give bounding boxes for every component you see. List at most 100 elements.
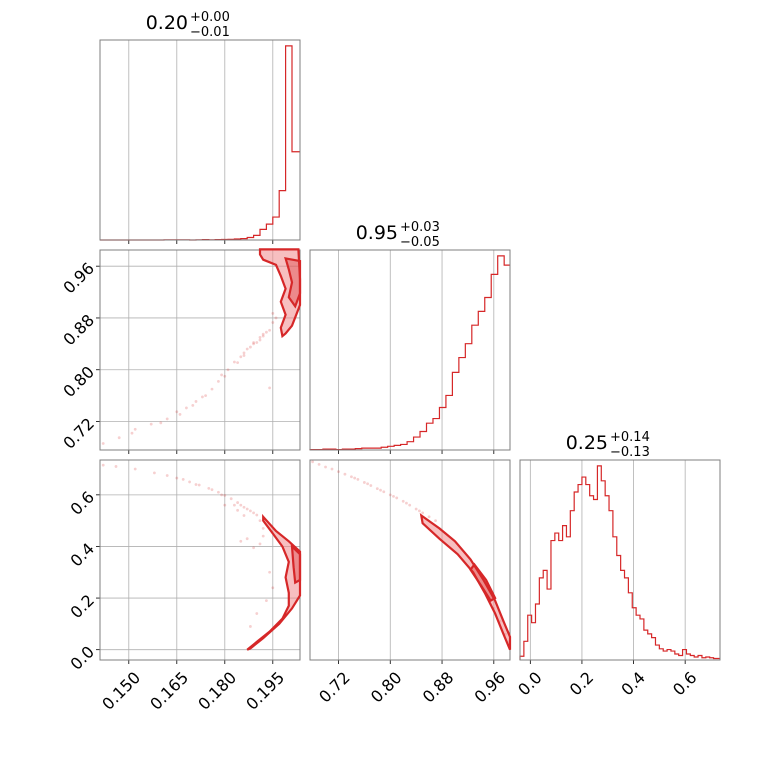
param-title-value: 0.20 bbox=[146, 12, 188, 34]
sample-point bbox=[233, 503, 236, 507]
sample-point bbox=[210, 488, 214, 492]
sample-point bbox=[217, 379, 220, 383]
sample-point bbox=[153, 471, 156, 475]
x-tick-label: 0.72 bbox=[315, 668, 354, 707]
sample-point bbox=[101, 442, 105, 445]
sample-point bbox=[258, 542, 262, 546]
sample-point bbox=[133, 427, 137, 431]
sample-point bbox=[268, 328, 271, 332]
sample-point bbox=[242, 354, 246, 357]
param-title-value: 0.95 bbox=[356, 222, 398, 244]
sample-point bbox=[210, 387, 214, 391]
sample-point bbox=[130, 431, 134, 435]
sample-point bbox=[258, 519, 262, 523]
x-tick-label: 0.88 bbox=[419, 668, 458, 707]
sample-point bbox=[434, 519, 437, 523]
x-tick-label: 0.4 bbox=[617, 668, 648, 699]
sample-point bbox=[369, 484, 373, 487]
panel-frame bbox=[99, 249, 301, 451]
density-contour-inner bbox=[469, 562, 497, 603]
scatter-panel-0 bbox=[96, 248, 302, 454]
sample-point bbox=[242, 505, 246, 509]
sample-point bbox=[149, 422, 153, 426]
sample-point bbox=[249, 345, 252, 349]
sample-point bbox=[175, 476, 179, 480]
sample-point bbox=[265, 599, 268, 603]
sample-point bbox=[245, 537, 249, 541]
x-tick-label: 0.2 bbox=[566, 668, 597, 699]
sample-point bbox=[226, 368, 230, 372]
scatter-panel-1 bbox=[96, 459, 302, 664]
density-contour-outer bbox=[419, 513, 512, 651]
sample-point bbox=[181, 477, 185, 481]
sample-point bbox=[401, 499, 405, 503]
sample-point bbox=[249, 625, 252, 628]
sample-point bbox=[223, 503, 227, 507]
sample-point bbox=[133, 467, 137, 471]
sample-point bbox=[324, 465, 327, 469]
sample-point bbox=[185, 406, 188, 410]
panel-frame bbox=[519, 459, 721, 661]
sample-point bbox=[405, 501, 408, 505]
sample-point bbox=[159, 421, 163, 425]
y-tick-label: 0.72 bbox=[59, 414, 98, 453]
sample-point bbox=[268, 570, 271, 574]
sample-point bbox=[350, 475, 353, 479]
sample-point bbox=[343, 472, 347, 476]
param-title-value: 0.25 bbox=[566, 432, 608, 454]
sample-point bbox=[337, 470, 340, 474]
sample-point bbox=[268, 386, 271, 390]
sample-point bbox=[242, 514, 246, 517]
sample-point bbox=[165, 417, 169, 421]
histogram-step bbox=[519, 465, 720, 660]
density-contour-inner bbox=[290, 543, 302, 585]
sample-point bbox=[395, 496, 399, 500]
sample-point bbox=[252, 546, 256, 550]
sample-point bbox=[414, 507, 418, 511]
scatter-panel-2 bbox=[309, 459, 512, 664]
param-title-minus: −0.13 bbox=[610, 445, 650, 460]
sample-point bbox=[191, 403, 195, 407]
param-title-plus: +0.03 bbox=[400, 220, 440, 235]
sample-point bbox=[379, 488, 382, 492]
histogram-panel-2: 0.25 +0.14−0.13 bbox=[519, 430, 721, 664]
x-tick-label: 0.6 bbox=[669, 668, 700, 699]
y-tick-label: 0.96 bbox=[59, 259, 98, 298]
sample-point bbox=[408, 503, 412, 507]
x-tick-label: 0.0 bbox=[514, 668, 545, 699]
sample-point bbox=[233, 360, 236, 364]
sample-point bbox=[217, 490, 220, 494]
sample-point bbox=[265, 330, 268, 334]
x-tick-label: 0.180 bbox=[194, 668, 240, 714]
sample-point bbox=[252, 341, 256, 344]
sample-point bbox=[249, 509, 252, 513]
sample-point bbox=[261, 332, 265, 336]
y-tick-label: 0.2 bbox=[67, 591, 98, 622]
sample-point bbox=[239, 355, 243, 359]
sample-point bbox=[271, 312, 275, 315]
param-title-plus: +0.14 bbox=[610, 430, 650, 445]
sample-point bbox=[220, 373, 224, 377]
sample-point bbox=[271, 321, 275, 324]
sample-point bbox=[388, 493, 392, 497]
density-contour-inner bbox=[284, 257, 302, 309]
histogram-panel-1: 0.95 +0.03−0.05 bbox=[309, 220, 511, 454]
sample-point bbox=[261, 334, 265, 338]
histogram-step bbox=[309, 255, 510, 451]
sample-point bbox=[271, 586, 275, 590]
y-tick-label: 0.88 bbox=[59, 311, 98, 350]
sample-point bbox=[258, 338, 262, 342]
histogram-step bbox=[100, 45, 300, 241]
sample-point bbox=[255, 341, 259, 344]
density-contour-outer bbox=[246, 513, 302, 651]
sample-point bbox=[207, 486, 211, 490]
sample-point bbox=[229, 497, 233, 501]
sample-point bbox=[236, 508, 240, 512]
sample-point bbox=[236, 361, 240, 365]
sample-point bbox=[239, 539, 243, 543]
sample-point bbox=[255, 513, 259, 517]
sample-point bbox=[242, 351, 246, 355]
panel-frame bbox=[99, 39, 301, 241]
panel-frame bbox=[309, 249, 511, 451]
